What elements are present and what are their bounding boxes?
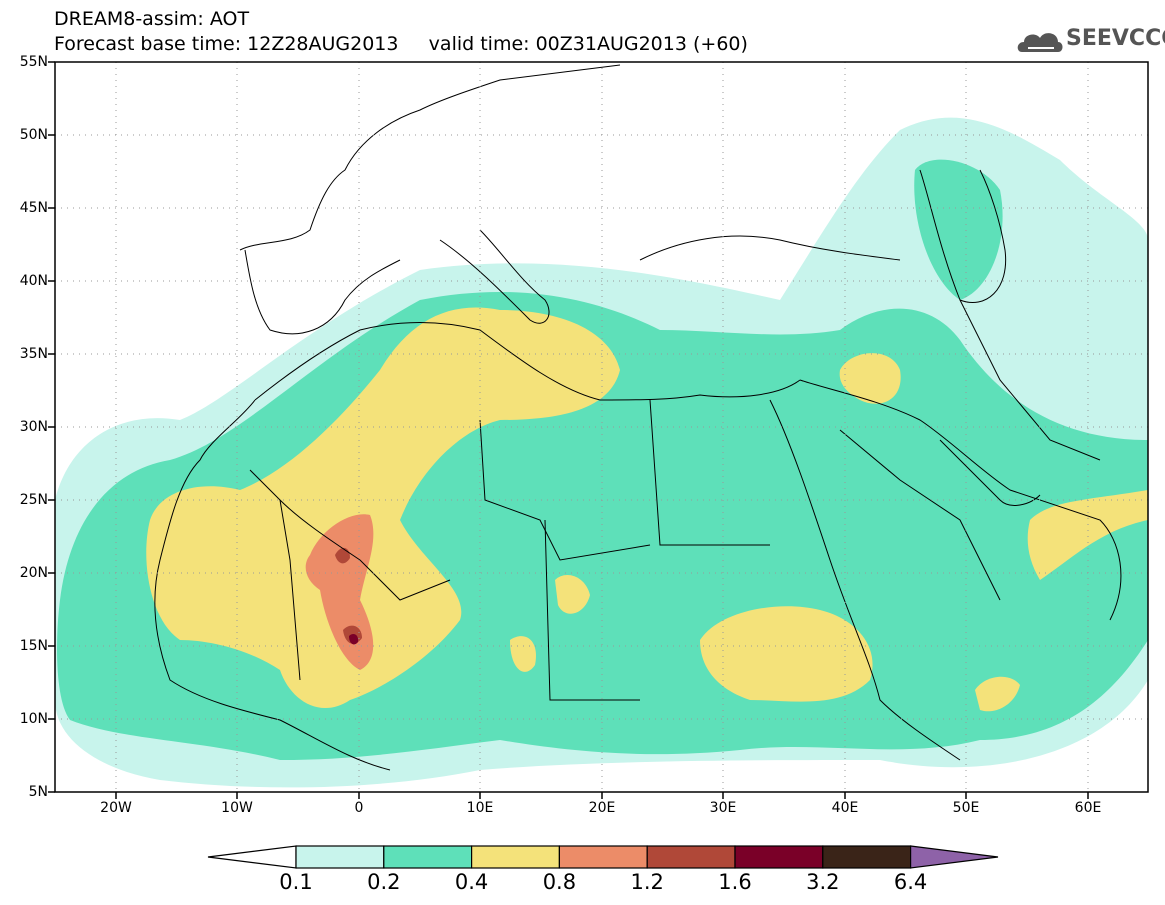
colorbar-arrow-left — [207, 845, 297, 869]
aot-band-0.4 — [146, 307, 620, 709]
coastline-caspian — [919, 169, 1007, 303]
aot-band-0.4-chad — [555, 575, 590, 614]
coastline-black-sea — [639, 235, 901, 261]
lon-label: 40E — [831, 800, 859, 816]
cloud-icon — [1017, 33, 1063, 52]
aot-band-1.2 — [335, 547, 350, 564]
colorbar — [207, 845, 999, 869]
lat-label: 45N — [19, 200, 48, 216]
lon-label: 10W — [221, 800, 253, 816]
colorbar-label: 1.2 — [630, 870, 664, 894]
border-saudi — [839, 429, 1001, 601]
coastline-italy — [439, 229, 550, 324]
lon-label: 20E — [588, 800, 616, 816]
lat-label: 55N — [19, 54, 48, 70]
colorbar-label: 3.2 — [806, 870, 840, 894]
aot-band-0.4-oman — [1027, 490, 1148, 580]
lat-label: 5N — [28, 784, 48, 800]
colorbar-cell-0.2 — [383, 845, 473, 869]
lat-label: 20N — [19, 565, 48, 581]
colorbar-label: 0.2 — [367, 870, 401, 894]
colorbar-cell-0.8 — [558, 845, 648, 869]
colorbar-cell-1.2 — [646, 845, 736, 869]
lon-label: 20W — [100, 800, 132, 816]
aot-band-0.4-niger — [510, 636, 536, 672]
colorbar-label: 1.6 — [718, 870, 752, 894]
border-iran — [959, 299, 1101, 461]
border-egypt — [649, 399, 770, 546]
lat-label: 35N — [19, 346, 48, 362]
coastline-west-africa — [154, 399, 391, 771]
colorbar-label: 0.1 — [279, 870, 313, 894]
colorbar-cell-3.2 — [822, 845, 912, 869]
coastline-europe — [239, 64, 621, 251]
lat-label: 25N — [19, 492, 48, 508]
coastline-north-africa — [254, 322, 801, 401]
grid-lines — [55, 62, 1148, 792]
colorbar-cell-0.4 — [471, 845, 561, 869]
border-libya — [479, 419, 651, 561]
colorbar-label: 6.4 — [893, 870, 928, 894]
lat-label: 30N — [19, 419, 48, 435]
colorbar-cell-0.1 — [295, 845, 385, 869]
lon-label: 30E — [709, 800, 737, 816]
colorbar-label: 0.4 — [454, 870, 489, 894]
coastline-red-sea — [769, 399, 961, 761]
forecast-time: Forecast base time: 12Z28AUG2013 valid t… — [54, 33, 748, 55]
lat-label: 10N — [19, 711, 48, 727]
map-title: DREAM8-assim: AOT — [54, 8, 250, 30]
border-sudan — [544, 519, 640, 701]
logo-text: SEEVCCC — [1066, 26, 1165, 51]
aot-band-0.4-sudan — [700, 606, 873, 702]
colorbar-cell-1.6 — [734, 845, 824, 869]
border-mali — [279, 499, 451, 601]
axis-ticks — [48, 61, 1089, 799]
coastline-gulf — [939, 439, 1041, 506]
aot-band-0.4-yemen — [975, 676, 1020, 712]
colorbar-arrow-right — [909, 845, 999, 869]
lat-label: 15N — [19, 638, 48, 654]
lon-label: 10E — [466, 800, 494, 816]
lon-label: 50E — [952, 800, 980, 816]
lat-label: 40N — [19, 273, 48, 289]
coastline-arabia — [799, 379, 1122, 621]
aot-band-0.4-iraq — [839, 353, 901, 404]
colorbar-label: 0.8 — [542, 870, 577, 894]
border-algeria — [249, 469, 301, 681]
lat-label: 50N — [19, 127, 48, 143]
aot-band-0.2-caspian — [914, 159, 1003, 300]
lon-label: 60E — [1074, 800, 1102, 816]
lon-label: 0 — [354, 800, 364, 816]
coastline-iberia — [244, 249, 401, 335]
aot-band-1.6 — [349, 634, 359, 645]
